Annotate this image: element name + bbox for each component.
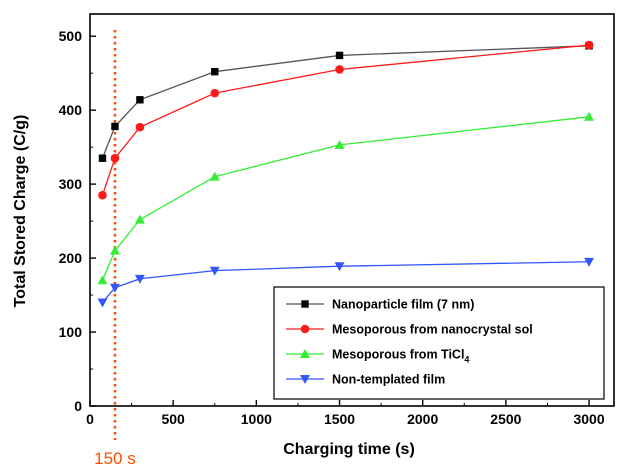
legend: Nanoparticle film (7 nm) Mesoporous from …	[273, 286, 605, 400]
legend-swatch-marker	[300, 324, 310, 334]
legend-swatch-marker	[301, 300, 309, 308]
legend-box	[273, 286, 605, 400]
x-tick-label: 1500	[324, 411, 355, 427]
legend-label: Mesoporous from TiCl4	[332, 348, 469, 365]
data-point	[334, 139, 345, 149]
data-point	[110, 283, 120, 293]
series-line	[101, 261, 590, 303]
y-tick-label: 200	[59, 250, 83, 266]
data-point	[584, 111, 594, 121]
data-point	[335, 51, 344, 60]
x-tick-label: 500	[161, 411, 185, 427]
x-tick-label: 2000	[407, 411, 438, 427]
series-meso-sol	[98, 40, 594, 200]
data-point	[134, 274, 145, 284]
x-tick-label: 0	[86, 411, 94, 427]
legend-label: Nanoparticle film (7 nm)	[332, 298, 474, 312]
data-point	[98, 154, 107, 162]
plot-area	[89, 13, 615, 407]
x-tick-label: 2500	[490, 411, 521, 427]
data-point	[335, 65, 344, 74]
plot-frame	[89, 13, 615, 407]
data-point	[134, 214, 145, 224]
data-point	[111, 122, 119, 131]
data-point	[211, 67, 219, 76]
y-tick-label: 300	[59, 176, 83, 192]
data-point	[584, 40, 594, 50]
data-point	[97, 275, 108, 285]
series-line	[101, 116, 590, 281]
data-point	[584, 257, 594, 267]
data-point	[97, 298, 108, 308]
legend-swatch-marker	[300, 375, 310, 384]
legend-item-meso-sol: Mesoporous from nanocrystal sol	[286, 323, 533, 337]
x-axis-ticks: 0 500 1000 1500 2000 2500 3000	[86, 400, 605, 427]
data-point	[135, 122, 145, 132]
series-line	[101, 44, 590, 196]
series-line	[101, 45, 590, 159]
x-axis-title: Charging time (s)	[283, 441, 415, 458]
data-point	[209, 266, 220, 276]
y-axis-title: Total Stored Charge (C/g)	[12, 115, 29, 308]
series-layer	[97, 40, 594, 308]
x-tick-label: 1000	[241, 411, 272, 427]
y-tick-label: 500	[59, 28, 83, 44]
legend-item-nanoparticle: Nanoparticle film (7 nm)	[286, 298, 474, 312]
data-point	[209, 171, 220, 181]
legend-swatch-marker	[300, 349, 310, 358]
legend-label: Mesoporous from nanocrystal sol	[332, 323, 533, 337]
legend-label: Non-templated film	[332, 373, 445, 387]
y-tick-label: 0	[74, 398, 82, 414]
series-non-templated	[97, 257, 594, 308]
data-point	[210, 88, 220, 98]
y-tick-label: 100	[59, 324, 83, 340]
data-point	[110, 245, 120, 255]
data-point	[110, 153, 120, 163]
annotation-label: 150 s	[94, 449, 136, 468]
x-tick-label: 3000	[573, 411, 604, 427]
legend-item-non-templated: Non-templated film	[286, 373, 445, 387]
data-point	[98, 190, 107, 200]
y-tick-label: 400	[59, 102, 83, 118]
data-point	[136, 96, 144, 104]
series-meso-ticl4	[97, 111, 594, 285]
data-point	[334, 262, 345, 272]
annotation-layer: 150 s	[94, 30, 136, 468]
y-axis-ticks: 0 100 200 300 400 500	[59, 28, 96, 414]
legend-item-meso-ticl4: Mesoporous from TiCl4	[286, 348, 469, 365]
